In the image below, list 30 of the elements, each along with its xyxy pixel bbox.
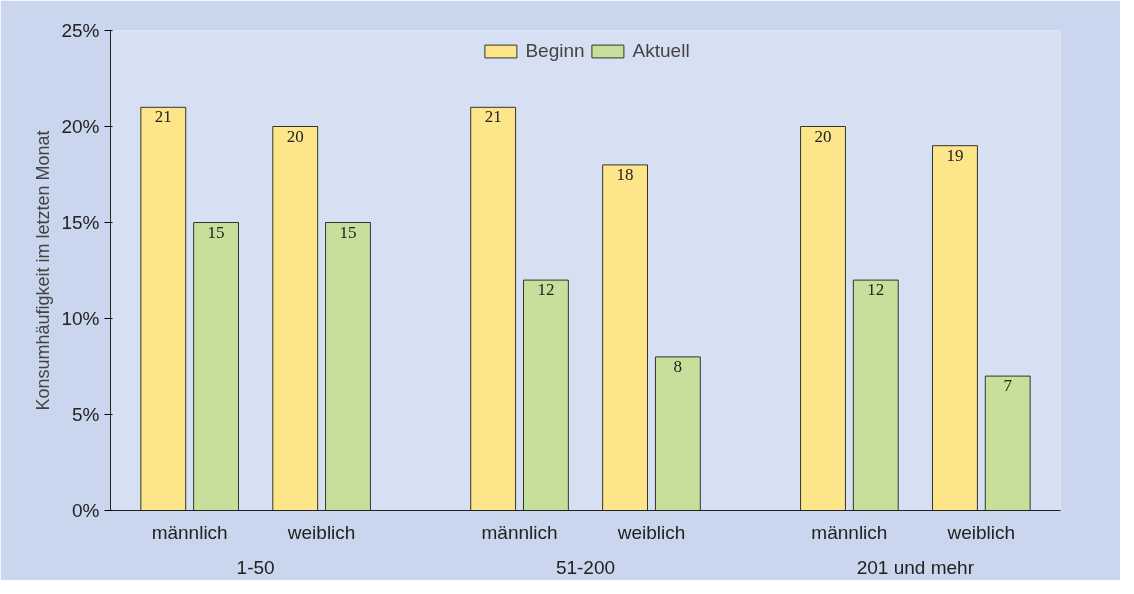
data-label: 15 [207, 222, 225, 242]
legend-label: Beginn [525, 40, 585, 62]
y-tick-label: 0% [72, 500, 100, 521]
y-tick-label: 20% [61, 116, 100, 137]
text: 51-200 [555, 556, 616, 578]
y-tick-label: 5% [72, 404, 100, 425]
x-tick-label: weiblich [946, 521, 1016, 543]
x-tick-label: weiblich [616, 521, 686, 543]
data-label: 21 [484, 107, 502, 127]
text: 201 und mehr [856, 556, 975, 578]
data-label: 18 [616, 164, 634, 184]
y-tick-label: 15% [61, 212, 100, 233]
data-label: 19 [946, 145, 964, 165]
y-tick-label: 10% [61, 308, 100, 329]
data-label: 8 [673, 356, 683, 376]
legend-label: Aktuell [632, 40, 690, 62]
data-label: 7 [1003, 376, 1013, 396]
data-label: 20 [286, 126, 304, 146]
y-axis-title: Konsumhäufigkeit im letzten Monat [33, 130, 54, 411]
text: 1-50 [236, 556, 275, 578]
data-label: 12 [867, 280, 885, 300]
data-label: 21 [154, 107, 172, 127]
data-label: 12 [537, 280, 555, 300]
data-label: 15 [339, 222, 357, 242]
data-label: 20 [814, 126, 832, 146]
y-tick-label: 25% [61, 20, 100, 41]
x-tick-label: männlich [151, 521, 228, 543]
x-tick-label: weiblich [286, 521, 356, 543]
x-tick-label: männlich [481, 521, 558, 543]
x-tick-label: männlich [811, 521, 888, 543]
